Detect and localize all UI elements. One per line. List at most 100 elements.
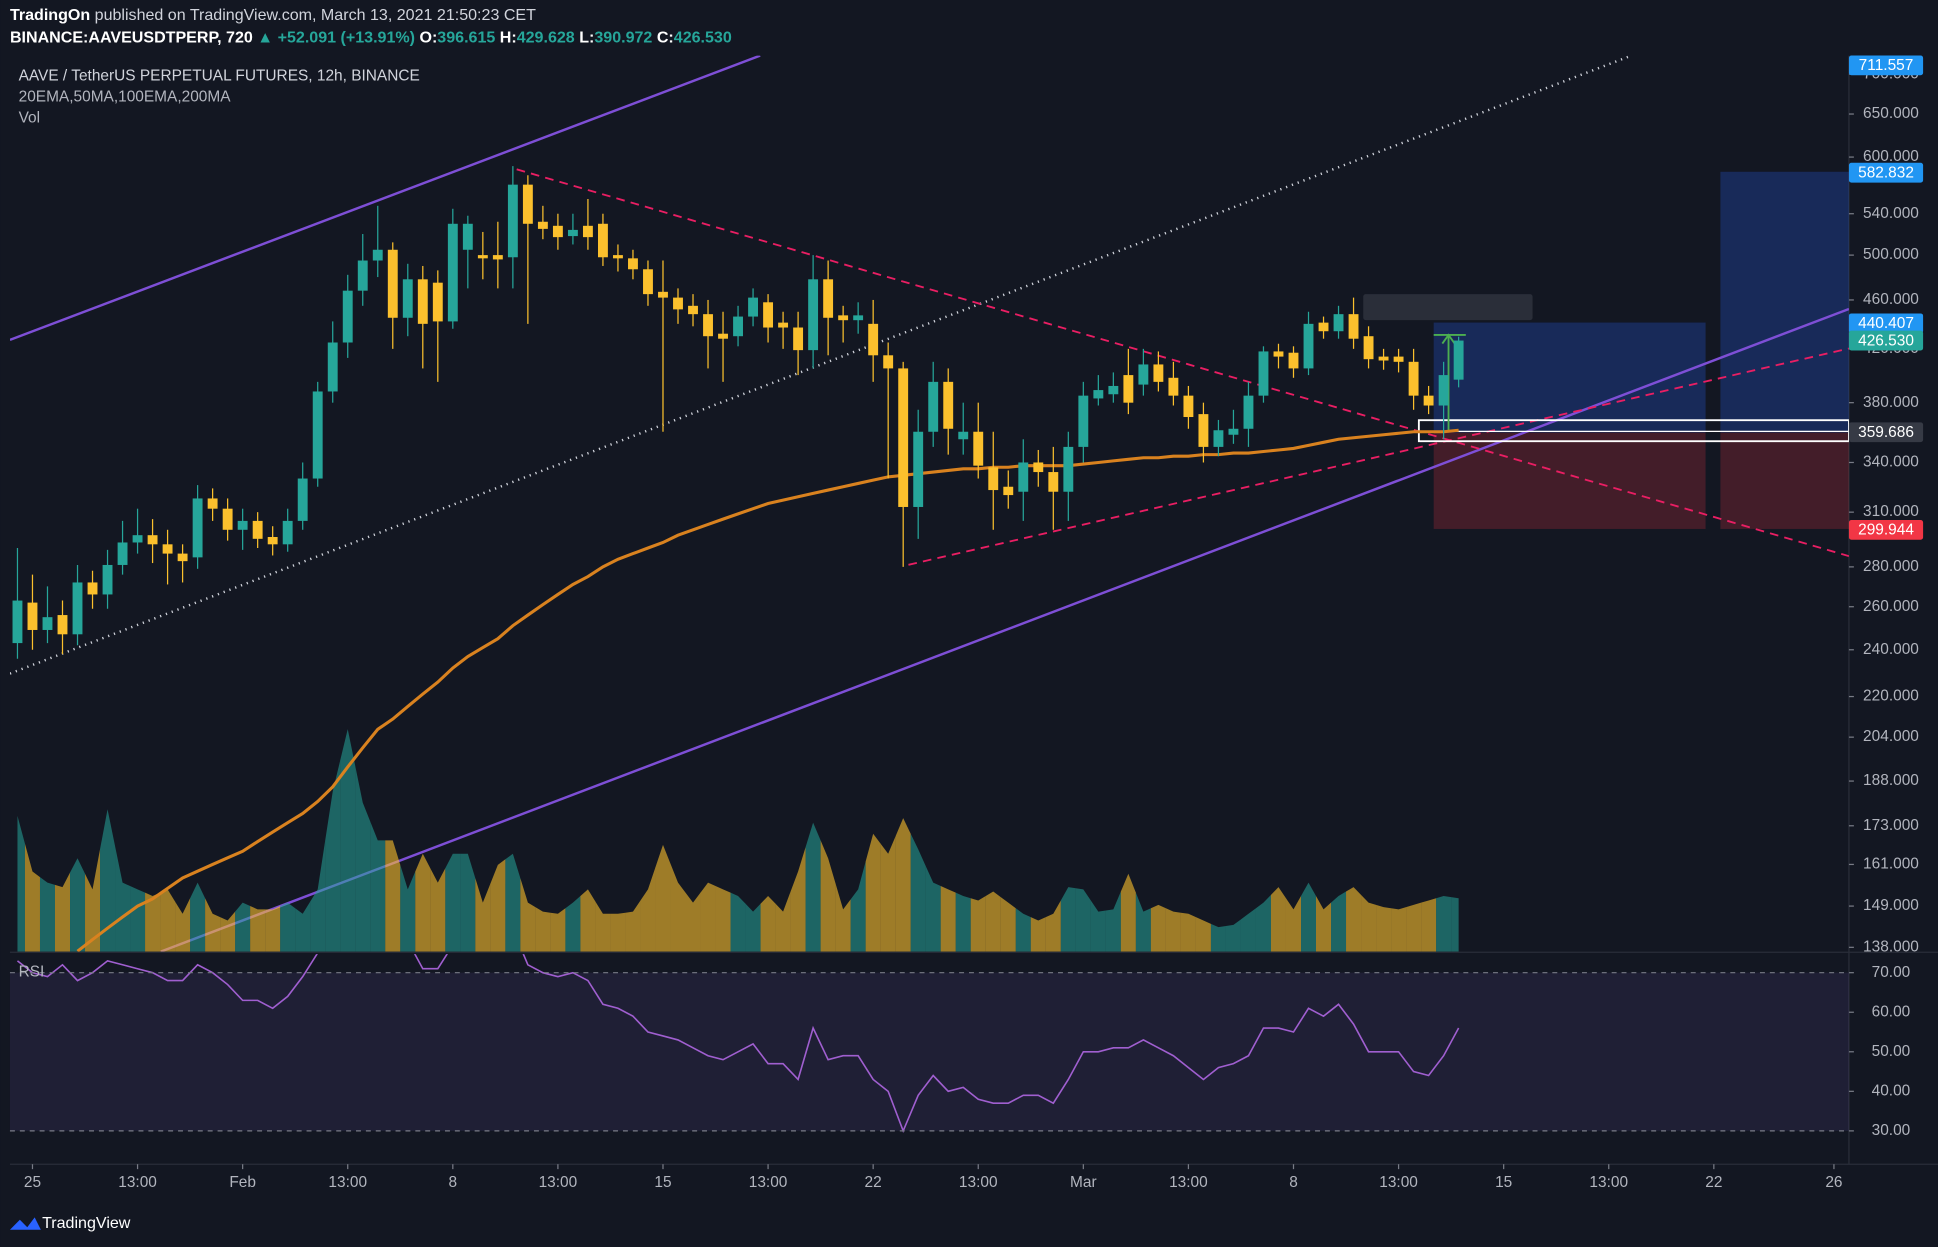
- candle-body: [72, 582, 83, 635]
- ohlc-label: H:: [500, 29, 517, 47]
- ema: [76, 428, 1459, 952]
- candle-body: [958, 431, 969, 440]
- volume-area: [775, 891, 791, 952]
- candle-body: [102, 564, 113, 595]
- rsi-tick-label: 40.00: [1872, 1082, 1911, 1099]
- price-label: 440.407: [1858, 315, 1914, 332]
- candle-body: [868, 323, 879, 356]
- candle-body: [1243, 395, 1254, 429]
- candle-body: [1078, 395, 1089, 447]
- candle-body: [252, 520, 263, 539]
- volume-area: [1120, 873, 1136, 952]
- volume-area: [355, 765, 371, 952]
- volume-area: [445, 853, 461, 952]
- volume-area: [1075, 888, 1091, 952]
- volume-area: [1030, 917, 1046, 952]
- x-tick-label: 13:00: [749, 1174, 788, 1191]
- volume-area: [1451, 897, 1459, 952]
- candle-body: [1318, 322, 1329, 332]
- candle-body: [267, 536, 278, 545]
- volume-area: [490, 859, 506, 952]
- axes: 70.0060.0050.0040.0030.00700.000650.0006…: [9, 55, 1924, 1191]
- volume-area: [370, 821, 386, 952]
- candle-body: [913, 431, 924, 507]
- ohlc-value: 429.628: [517, 29, 575, 47]
- candle-body: [1333, 314, 1344, 332]
- x-tick-label: Mar: [1070, 1174, 1097, 1191]
- candle-body: [703, 314, 713, 337]
- candle-body: [928, 381, 939, 432]
- y-tick-label: 500.000: [1863, 246, 1919, 263]
- candle-body: [1273, 351, 1284, 357]
- candle-body: [793, 327, 804, 351]
- y-tick-label: 204.000: [1863, 728, 1919, 745]
- candle-body: [1303, 323, 1314, 369]
- channel-line: [160, 307, 1849, 952]
- y-tick-label: 173.000: [1863, 817, 1919, 834]
- candle-body: [1453, 340, 1464, 380]
- volume-area: [39, 877, 55, 952]
- logo: [9, 1217, 41, 1230]
- volume-area: [295, 901, 311, 952]
- candle-body: [192, 498, 203, 558]
- publisher: TradingOn: [10, 6, 90, 24]
- volume-area: [130, 886, 146, 952]
- channel-line: [9, 55, 761, 342]
- candle-body: [477, 255, 488, 259]
- volume-area: [1270, 887, 1286, 952]
- y-tick-label: 310.000: [1863, 503, 1919, 520]
- candle-body: [1018, 462, 1029, 492]
- volume: [17, 729, 1459, 952]
- volume-area: [1180, 912, 1196, 952]
- volume-area: [475, 878, 491, 952]
- candle-body: [567, 229, 578, 237]
- volume-area: [565, 896, 581, 952]
- candle-body: [177, 553, 188, 562]
- x-tick-label: Feb: [229, 1174, 256, 1191]
- volume-area: [700, 882, 716, 952]
- volume-area: [1421, 898, 1437, 952]
- volume-area: [1240, 908, 1256, 952]
- volume-area: [880, 835, 896, 952]
- ohlc-value: 396.615: [437, 29, 495, 47]
- candle-body: [342, 290, 353, 343]
- volume-area: [430, 868, 446, 952]
- volume-area: [1376, 904, 1392, 952]
- candle-body: [1063, 446, 1074, 492]
- candle-body: [1393, 356, 1404, 362]
- candle-body: [462, 223, 473, 250]
- candle-body: [582, 225, 593, 238]
- volume-area: [655, 844, 671, 952]
- legend-symbol: AAVE / TetherUS PERPETUAL FUTURES, 12h, …: [19, 68, 420, 85]
- price-label: 582.832: [1858, 164, 1914, 181]
- volume-area: [925, 865, 941, 952]
- candle-body: [57, 615, 68, 635]
- candle-body: [132, 535, 143, 543]
- y-tick-label: 260.000: [1863, 598, 1919, 615]
- x-tick-label: 22: [865, 1174, 882, 1191]
- rsi-tick-label: 70.00: [1872, 964, 1911, 981]
- volume-area: [1090, 900, 1106, 952]
- volume-area: [1165, 908, 1181, 952]
- x-tick-label: 15: [654, 1174, 671, 1191]
- rsi-line: [16, 954, 1460, 1134]
- volume-area: [955, 892, 971, 952]
- candle-body: [552, 225, 563, 238]
- volume-area: [940, 886, 956, 952]
- legend-rsi: RSI: [19, 964, 45, 981]
- candle-body: [1213, 430, 1224, 447]
- volume-area: [1361, 894, 1377, 952]
- candle-body: [1138, 364, 1149, 385]
- candle-body: [147, 535, 158, 545]
- volume-area: [24, 843, 40, 952]
- volume-area: [520, 878, 536, 952]
- candle-body: [222, 508, 233, 530]
- y-tick-label: 460.000: [1863, 291, 1919, 308]
- footer-brand[interactable]: TradingView: [42, 1214, 131, 1232]
- volume-area: [265, 906, 281, 952]
- volume-area: [250, 906, 266, 952]
- candle-body: [1363, 336, 1374, 360]
- volume-area: [1060, 887, 1076, 952]
- price-label-box: [1848, 422, 1924, 443]
